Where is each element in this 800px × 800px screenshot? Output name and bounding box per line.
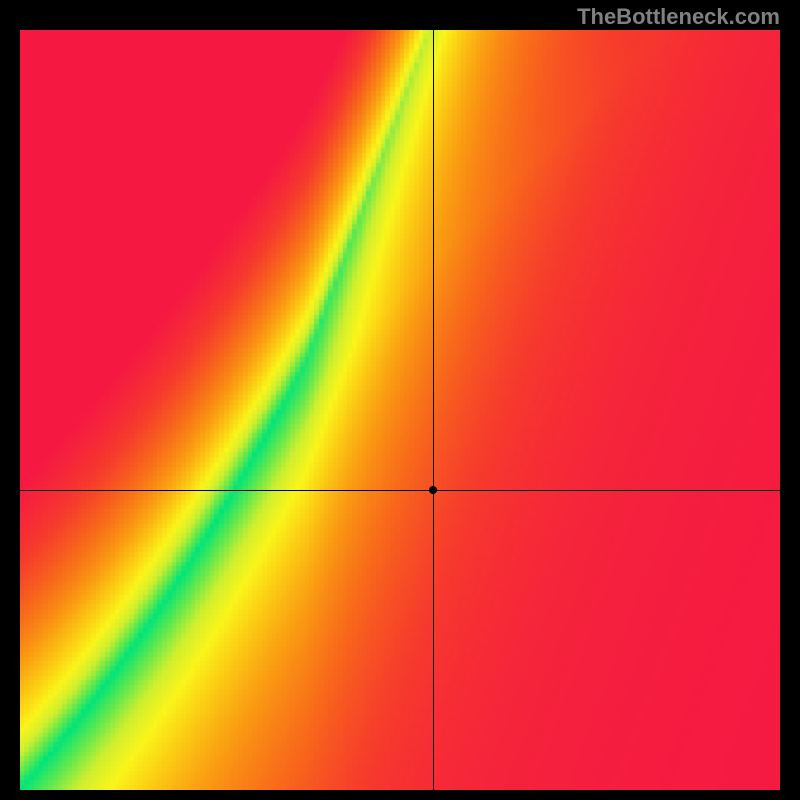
chart-container: TheBottleneck.com — [0, 0, 800, 800]
crosshair-horizontal-line — [20, 490, 780, 491]
crosshair-vertical-line — [433, 30, 434, 790]
bottleneck-heatmap — [20, 30, 780, 790]
watermark-text: TheBottleneck.com — [577, 4, 780, 30]
crosshair-dot — [429, 486, 437, 494]
